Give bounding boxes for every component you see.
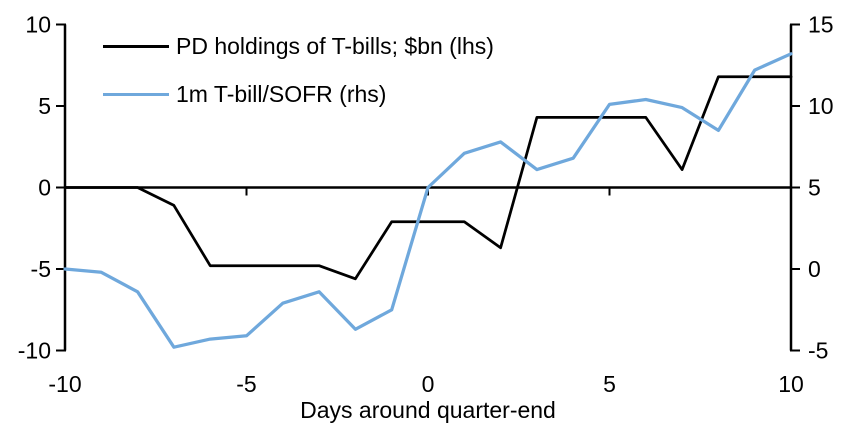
series-line-pd-holdings xyxy=(63,75,793,281)
x-axis-tick-label: 5 xyxy=(603,371,616,397)
x-axis-title: Days around quarter-end xyxy=(300,397,556,423)
right-axis-tick-label: 10 xyxy=(808,93,834,119)
left-axis-tick-label: 5 xyxy=(38,93,51,119)
x-axis-tick-label: 0 xyxy=(422,371,435,397)
x-axis-tick-label: -5 xyxy=(236,371,256,397)
legend: PD holdings of T-bills; $bn (lhs) 1m T-b… xyxy=(103,33,494,108)
x-axis-tick-label: -10 xyxy=(48,371,81,397)
legend-label-pd-holdings: PD holdings of T-bills; $bn (lhs) xyxy=(176,33,494,59)
legend-line-black xyxy=(103,45,169,48)
left-axis-tick-label: -5 xyxy=(31,256,51,282)
right-axis-tick-label: 5 xyxy=(808,175,821,201)
left-axis-tick-label: 0 xyxy=(38,175,51,201)
left-axis-tick-label: -10 xyxy=(18,338,51,364)
series-line-tbill-sofr xyxy=(63,52,793,349)
legend-label-tbill-sofr: 1m T-bill/SOFR (rhs) xyxy=(176,81,387,107)
legend-item-tbill-sofr: 1m T-bill/SOFR (rhs) xyxy=(103,81,494,108)
x-axis-tick-label: 10 xyxy=(778,371,804,397)
right-axis-tick-label: 0 xyxy=(808,256,821,282)
right-axis-tick-label: -5 xyxy=(808,338,828,364)
legend-line-blue xyxy=(103,93,169,96)
left-axis-tick-label: 10 xyxy=(25,12,51,38)
right-axis-tick-label: 15 xyxy=(808,12,834,38)
legend-item-pd-holdings: PD holdings of T-bills; $bn (lhs) xyxy=(103,33,494,60)
